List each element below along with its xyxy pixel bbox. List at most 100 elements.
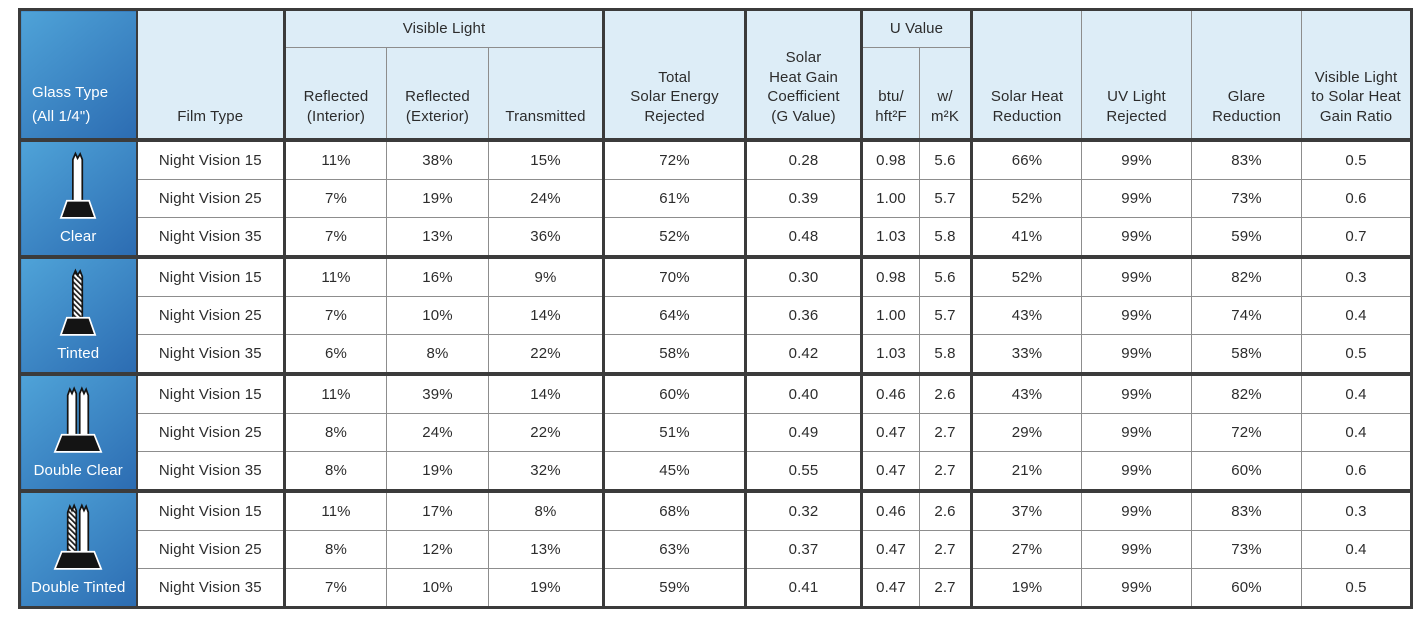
- table-row: Double Tinted Night Vision 15 11% 17% 8% 68% 0…: [19, 489, 1413, 608]
- data-cell: 14%: [487, 296, 605, 335]
- data-cell: 36%: [487, 217, 605, 258]
- data-cell: 8%: [283, 451, 387, 492]
- data-cell: 7%: [283, 296, 387, 335]
- data-cell: 8%: [487, 489, 605, 531]
- data-cell: 32%: [487, 451, 605, 492]
- data-cell: 0.4: [1301, 296, 1413, 335]
- data-cell: 72%: [1191, 413, 1303, 452]
- data-cell: 5.8: [919, 217, 973, 258]
- data-cell: 74%: [1191, 296, 1303, 335]
- data-cell: 0.3: [1301, 489, 1413, 531]
- data-cell: 37%: [970, 489, 1083, 531]
- data-cell: 41%: [970, 217, 1083, 258]
- data-cell: 45%: [602, 451, 747, 492]
- film-type-cell: Night Vision 25: [135, 179, 285, 218]
- data-cell: 82%: [1191, 372, 1303, 414]
- total-solar-energy-rejected-header: Total Solar Energy Rejected: [602, 9, 747, 141]
- table-row: Night Vision 35 8% 19% 32% 45% 0.55 0.47 2.7 21%…: [20, 451, 1413, 492]
- table-body: Clear Night Vision 15 11% 38% 15% 72% 0.28 0.98…: [19, 138, 1413, 608]
- data-cell: 66%: [970, 138, 1083, 180]
- glass-type-label: Double Tinted: [30, 578, 126, 596]
- data-cell: 0.46: [860, 372, 921, 414]
- data-cell: 72%: [602, 138, 747, 180]
- data-cell: 0.4: [1301, 530, 1413, 569]
- table-row: Night Vision 35 7% 13% 36% 52% 0.48 1.03 5.8 41%…: [20, 217, 1413, 258]
- data-cell: 99%: [1081, 296, 1193, 335]
- data-cell: 0.5: [1301, 138, 1413, 180]
- glass-type-label: Tinted: [57, 344, 100, 362]
- data-cell: 10%: [386, 568, 489, 608]
- u-value-w-header: w/ m²K: [919, 47, 973, 142]
- data-cell: 0.36: [744, 296, 863, 335]
- glass-type-label: Double Clear: [33, 461, 123, 479]
- table-row: Double Clear Night Vision 15 11% 39% 14% 60% 0…: [19, 372, 1413, 492]
- data-cell: 0.98: [860, 255, 921, 297]
- data-cell: 60%: [1191, 451, 1303, 492]
- data-cell: 61%: [602, 179, 747, 218]
- data-cell: 5.8: [919, 334, 973, 375]
- data-cell: 21%: [970, 451, 1083, 492]
- glass-type-cell: Tinted: [19, 255, 137, 375]
- data-cell: 60%: [602, 372, 747, 414]
- data-cell: 0.28: [744, 138, 863, 180]
- data-cell: 0.46: [860, 489, 921, 531]
- data-cell: 73%: [1191, 179, 1303, 218]
- data-cell: 1.00: [860, 179, 921, 218]
- data-cell: 0.47: [860, 568, 921, 608]
- u-value-header: U Value: [860, 9, 973, 48]
- data-cell: 5.7: [919, 179, 973, 218]
- glass-type-label: Clear: [59, 227, 97, 245]
- data-cell: 0.47: [860, 451, 921, 492]
- data-cell: 0.7: [1301, 217, 1413, 258]
- data-cell: 52%: [970, 179, 1083, 218]
- film-type-cell: Night Vision 25: [135, 530, 285, 569]
- table-row: Clear Night Vision 15 11% 38% 15% 72% 0.28 0.98…: [19, 138, 1413, 258]
- data-cell: 99%: [1081, 530, 1193, 569]
- data-cell: 0.47: [860, 530, 921, 569]
- film-type-cell: Night Vision 25: [135, 296, 285, 335]
- table-row: Night Vision 25 7% 19% 24% 61% 0.39 1.00 5.7 52%…: [20, 179, 1413, 218]
- data-cell: 2.7: [919, 568, 973, 608]
- data-cell: 5.6: [919, 138, 973, 180]
- window-film-spec-table: Glass Type (All 1/4") Film Type Visible …: [18, 8, 1414, 609]
- table-row: Night Vision 25 7% 10% 14% 64% 0.36 1.00 5.7 43%…: [20, 296, 1413, 335]
- data-cell: 99%: [1081, 138, 1193, 180]
- header-row-subcolumns: Reflected (Interior) Reflected (Exterior…: [20, 47, 1412, 142]
- data-cell: 59%: [1191, 217, 1303, 258]
- data-cell: 0.5: [1301, 334, 1413, 375]
- vl-shg-ratio-header: Visible Light to Solar Heat Gain Ratio: [1301, 9, 1413, 141]
- data-cell: 43%: [970, 296, 1083, 335]
- film-type-cell: Night Vision 25: [135, 413, 285, 452]
- data-cell: 0.4: [1301, 413, 1413, 452]
- data-cell: 17%: [386, 489, 489, 531]
- data-cell: 39%: [386, 372, 489, 414]
- data-cell: 99%: [1081, 334, 1193, 375]
- data-cell: 29%: [970, 413, 1083, 452]
- data-cell: 11%: [283, 489, 387, 531]
- data-cell: 52%: [970, 255, 1083, 297]
- data-cell: 99%: [1081, 413, 1193, 452]
- table-row: Tinted Night Vision 15 11% 16% 9% 70% 0.30 0.98…: [19, 255, 1413, 375]
- data-cell: 99%: [1081, 255, 1193, 297]
- data-cell: 0.98: [860, 138, 921, 180]
- data-cell: 10%: [386, 296, 489, 335]
- data-cell: 19%: [386, 179, 489, 218]
- data-cell: 12%: [386, 530, 489, 569]
- glass-type-cell: Double Tinted: [19, 489, 137, 608]
- data-cell: 0.37: [744, 530, 863, 569]
- film-type-cell: Night Vision 35: [135, 451, 285, 492]
- uv-light-rejected-header: UV Light Rejected: [1081, 9, 1193, 141]
- data-cell: 0.55: [744, 451, 863, 492]
- glare-reduction-header: Glare Reduction: [1191, 9, 1303, 141]
- data-cell: 0.48: [744, 217, 863, 258]
- data-cell: 0.41: [744, 568, 863, 608]
- data-cell: 27%: [970, 530, 1083, 569]
- data-cell: 13%: [386, 217, 489, 258]
- film-type-header: Film Type: [135, 9, 285, 141]
- data-cell: 60%: [1191, 568, 1303, 608]
- header-row-groups: Glass Type (All 1/4") Film Type Visible …: [19, 9, 1413, 141]
- data-cell: 8%: [283, 413, 387, 452]
- visible-light-header: Visible Light: [282, 9, 605, 48]
- data-cell: 83%: [1191, 138, 1303, 180]
